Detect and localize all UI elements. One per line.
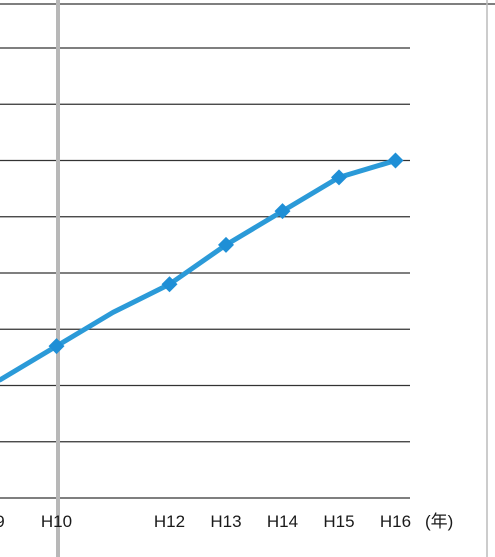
gridlines	[0, 47, 410, 499]
x-tick-label: H13	[210, 512, 241, 531]
data-point-marker	[274, 203, 291, 220]
x-tick-labels: 9 H10 H12 H13 H14 H15 H16	[0, 512, 411, 531]
data-point-marker	[387, 152, 404, 169]
x-tick-label: H10	[41, 512, 72, 531]
x-tick-label: H12	[154, 512, 185, 531]
data-point-marker	[218, 236, 234, 253]
series-line	[0, 158, 398, 383]
data-point-marker	[48, 338, 65, 355]
x-tick-label: H15	[323, 512, 354, 531]
x-unit-label: (年)	[425, 512, 453, 531]
data-point-marker	[161, 276, 178, 293]
series-layer	[0, 152, 404, 383]
x-tick-label: 9	[0, 512, 5, 531]
x-tick-label: H16	[380, 512, 411, 531]
x-tick-label: H14	[267, 512, 298, 531]
data-point-marker	[331, 169, 347, 186]
